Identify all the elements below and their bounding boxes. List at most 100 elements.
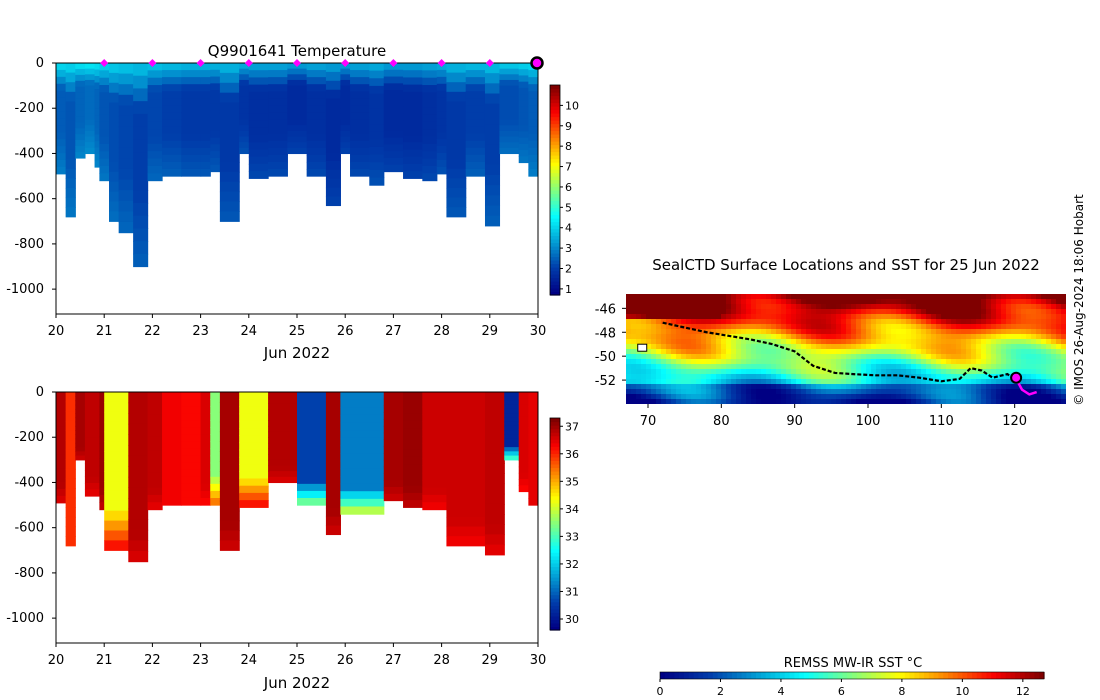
sst-cell xyxy=(666,379,672,385)
sst-cell xyxy=(1031,354,1037,360)
sst-cell xyxy=(801,389,807,395)
sst-cell xyxy=(846,359,852,365)
sst-cell xyxy=(776,329,782,335)
sst-cell xyxy=(1026,304,1032,310)
sst-cell xyxy=(936,304,942,310)
sst-cell xyxy=(686,324,692,330)
profile-band xyxy=(75,140,86,147)
sst-cell xyxy=(886,369,892,375)
sst-cell xyxy=(741,349,747,355)
profile-band xyxy=(297,406,327,414)
sst-cell xyxy=(831,329,837,335)
sst-cell xyxy=(816,324,822,330)
profile-band xyxy=(181,497,202,506)
colorbar-swatch xyxy=(550,552,560,557)
sst-cell xyxy=(956,384,962,390)
sst-cell xyxy=(921,394,927,400)
sst-cell xyxy=(956,374,962,380)
sst-cell xyxy=(726,354,732,360)
sst-cell xyxy=(801,314,807,320)
sst-cell xyxy=(631,314,637,320)
sst-cell xyxy=(881,389,887,395)
sst-cell xyxy=(866,314,872,320)
profile-band xyxy=(75,438,86,444)
sst-cell xyxy=(676,344,682,350)
sst-cell xyxy=(746,399,752,404)
profile-band xyxy=(369,78,385,87)
profile-band xyxy=(287,91,308,98)
sst-cell xyxy=(661,309,667,315)
sst-cell xyxy=(1041,309,1047,315)
profile-band xyxy=(504,413,520,419)
sst-cell xyxy=(786,344,792,350)
profile-band xyxy=(248,171,269,179)
sst-cell xyxy=(706,309,712,315)
sst-cell xyxy=(926,374,932,380)
colorbar-swatch xyxy=(550,144,560,149)
sst-cell xyxy=(996,319,1002,325)
sst-colorbar-swatch xyxy=(823,672,829,679)
profile-band xyxy=(528,119,538,128)
sst-cell xyxy=(966,304,972,310)
profile-band xyxy=(484,124,501,135)
sst-cell xyxy=(631,344,637,350)
sst-cell xyxy=(816,329,822,335)
sst-cell xyxy=(956,304,962,310)
sst-cell xyxy=(701,394,707,400)
sst-cell xyxy=(1006,299,1012,305)
sst-cell xyxy=(871,304,877,310)
sst-cell xyxy=(996,324,1002,330)
profile-band xyxy=(268,133,288,142)
profile-band xyxy=(99,92,110,101)
profile-band xyxy=(99,114,110,123)
sst-cell xyxy=(896,324,902,330)
sst-cell xyxy=(801,354,807,360)
sst-cell xyxy=(716,324,722,330)
sst-cell xyxy=(706,334,712,340)
sst-cell xyxy=(1046,329,1052,335)
profile-band xyxy=(499,113,520,121)
sst-cell xyxy=(786,369,792,375)
profile-band xyxy=(75,146,86,153)
sst-cell xyxy=(746,384,752,390)
sst-cell xyxy=(1016,294,1022,300)
sst-cell xyxy=(851,309,857,315)
sst-cell xyxy=(651,379,657,385)
sst-cell xyxy=(641,359,647,365)
sst-cell xyxy=(1011,294,1017,300)
profile-band xyxy=(340,491,385,500)
sst-cell xyxy=(981,359,987,365)
sst-cell xyxy=(1026,354,1032,360)
sst-cell xyxy=(876,379,882,385)
profile-band xyxy=(128,444,149,457)
profile-band xyxy=(465,77,486,85)
y-tick-label: -1000 xyxy=(6,282,44,297)
profile-band xyxy=(528,392,538,400)
sst-cell xyxy=(1056,354,1062,360)
profile-band xyxy=(200,154,211,163)
sst-cell xyxy=(821,329,827,335)
sst-cell xyxy=(871,314,877,320)
sst-cell xyxy=(716,329,722,335)
sst-cell xyxy=(841,374,847,380)
sst-cell xyxy=(911,309,917,315)
sst-cell xyxy=(656,369,662,375)
sst-cell xyxy=(901,344,907,350)
sst-cell xyxy=(656,384,662,390)
sst-cell xyxy=(826,319,832,325)
sst-cell xyxy=(851,389,857,395)
sst-cell xyxy=(696,384,702,390)
profile-band xyxy=(162,91,182,99)
sst-cell xyxy=(646,319,652,325)
profile-band xyxy=(128,508,149,520)
sst-cell xyxy=(871,344,877,350)
sst-cell xyxy=(796,309,802,315)
sst-cell xyxy=(911,339,917,345)
profile-band xyxy=(422,129,438,138)
profile-band xyxy=(162,448,182,457)
sst-cell xyxy=(991,394,997,400)
sst-cell xyxy=(841,294,847,300)
sst-cell xyxy=(931,319,937,325)
profile-band xyxy=(104,471,129,482)
colorbar-swatch xyxy=(550,506,560,511)
